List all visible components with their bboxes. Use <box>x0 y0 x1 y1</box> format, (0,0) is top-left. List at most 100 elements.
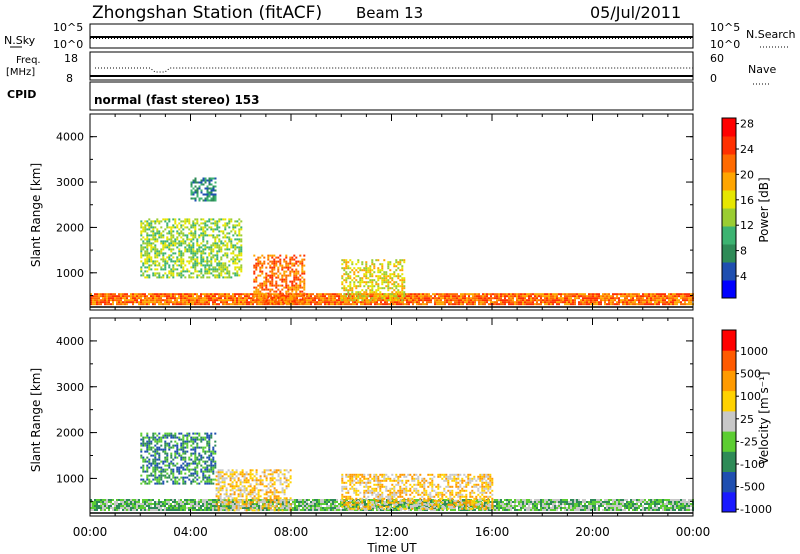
data-cell <box>293 258 296 261</box>
data-cell <box>184 270 187 273</box>
data-cell <box>214 507 216 509</box>
data-cell <box>281 276 284 279</box>
data-cell <box>616 507 618 509</box>
data-cell <box>434 501 436 503</box>
data-cell <box>522 505 524 507</box>
data-cell <box>684 299 686 302</box>
data-cell <box>576 509 578 511</box>
data-cell <box>102 507 104 509</box>
data-cell <box>259 256 262 259</box>
data-cell <box>462 499 464 501</box>
data-cell <box>184 240 187 243</box>
data-cell <box>188 303 190 306</box>
data-cell <box>540 293 542 296</box>
data-cell <box>418 301 420 304</box>
data-cell <box>640 295 642 298</box>
data-cell <box>174 297 176 300</box>
data-cell <box>518 501 520 503</box>
data-cell <box>438 301 440 304</box>
data-cell <box>522 295 524 298</box>
data-cell <box>202 238 205 241</box>
data-cell <box>504 293 506 296</box>
data-cell <box>452 303 454 306</box>
data-cell <box>277 296 280 299</box>
data-cell <box>350 297 352 300</box>
data-cell <box>440 503 442 505</box>
data-cell <box>349 283 352 286</box>
data-cell <box>420 505 422 507</box>
data-cell <box>164 260 167 263</box>
data-cell <box>578 293 580 296</box>
data-cell <box>560 295 562 298</box>
data-cell <box>338 299 340 302</box>
data-cell <box>172 244 175 247</box>
data-cell <box>332 303 334 306</box>
data-cell <box>116 297 118 300</box>
data-cell <box>267 258 270 261</box>
data-cell <box>352 509 354 511</box>
data-cell <box>428 293 430 296</box>
data-cell <box>160 503 162 505</box>
data-cell <box>506 499 508 501</box>
data-cell <box>346 509 348 511</box>
data-cell <box>606 303 608 306</box>
data-cell <box>126 505 128 507</box>
data-cell <box>224 503 226 505</box>
data-cell <box>596 507 598 509</box>
data-cell <box>664 293 666 296</box>
data-cell <box>381 281 384 284</box>
data-cell <box>422 299 424 302</box>
data-cell <box>192 246 195 249</box>
data-cell <box>516 501 518 503</box>
data-cell <box>204 272 207 275</box>
data-cell <box>174 303 176 306</box>
data-cell <box>293 300 296 303</box>
data-cell <box>174 268 177 271</box>
data-cell <box>328 303 330 306</box>
data-cell <box>430 301 432 304</box>
data-cell <box>108 299 110 302</box>
data-cell <box>100 303 102 306</box>
data-cell <box>276 295 278 298</box>
data-cell <box>403 285 406 288</box>
data-cell <box>212 177 215 180</box>
data-cell <box>686 295 688 298</box>
data-cell <box>210 256 213 259</box>
data-cell <box>282 301 284 304</box>
data-cell <box>358 503 360 505</box>
data-cell <box>224 303 226 306</box>
data-cell <box>381 269 384 272</box>
data-cell <box>146 258 149 261</box>
data-cell <box>224 248 227 251</box>
data-cell <box>574 303 576 306</box>
data-cell <box>359 285 362 288</box>
data-cell <box>190 299 192 302</box>
data-cell <box>478 297 480 300</box>
data-cell <box>363 267 366 270</box>
data-cell <box>240 240 243 243</box>
data-cell <box>154 262 157 265</box>
data-cell <box>100 499 102 501</box>
data-cell <box>120 501 122 503</box>
data-cell <box>371 281 374 284</box>
data-cell <box>94 509 96 511</box>
data-cell <box>228 270 231 273</box>
data-cell <box>226 268 229 271</box>
data-cell <box>94 501 96 503</box>
data-cell <box>374 499 376 501</box>
data-cell <box>343 293 346 296</box>
data-cell <box>646 299 648 302</box>
data-cell <box>504 301 506 304</box>
data-cell <box>351 291 354 294</box>
data-cell <box>102 297 104 300</box>
data-cell <box>458 299 460 302</box>
data-cell <box>356 505 358 507</box>
data-cell <box>322 503 324 505</box>
data-cell <box>308 301 310 304</box>
data-cell <box>289 274 292 277</box>
data-cell <box>375 281 378 284</box>
data-cell <box>236 254 239 257</box>
data-cell <box>102 299 104 302</box>
data-cell <box>391 283 394 286</box>
data-cell <box>136 507 138 509</box>
